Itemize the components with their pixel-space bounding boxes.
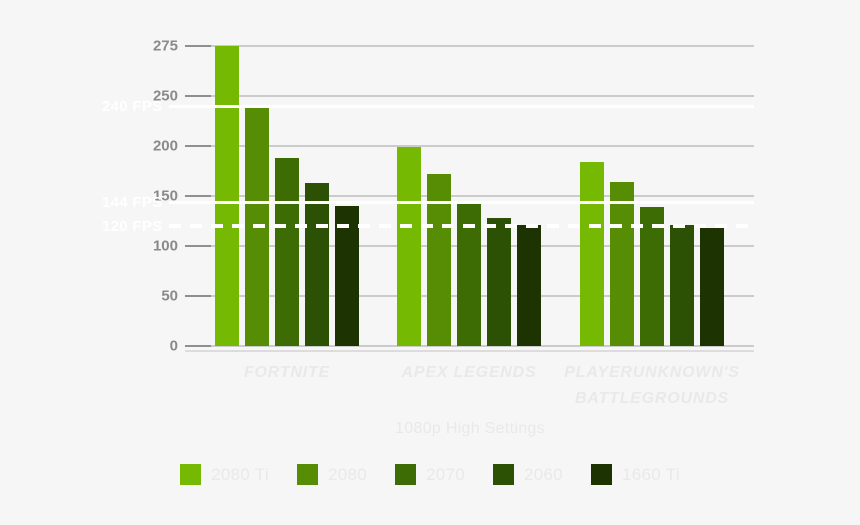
legend-label: 2060 — [524, 464, 564, 484]
gridline-0 — [185, 345, 754, 347]
legend-swatch — [296, 464, 318, 485]
bar-2070-playerunknown-s-battlegrounds — [640, 207, 664, 346]
legend-item-2070: 2070 — [394, 464, 466, 485]
refline-120-fps: 120 FPS — [102, 217, 754, 235]
gridline-150 — [185, 195, 754, 197]
tick-mark — [185, 45, 211, 47]
refline-line — [169, 224, 754, 228]
legend-item-2080: 2080 — [296, 464, 367, 485]
y-tick-label-250: 250 — [152, 87, 178, 105]
legend-label: 2070 — [425, 464, 466, 484]
bar-1660-ti-fortnite — [335, 206, 359, 346]
category-label-playerunknown-s-battlegrounds: PLAYERUNKNOWN'S BATTLEGROUNDS — [564, 364, 740, 407]
tick-mark — [185, 295, 211, 297]
chart-subtitle: 1080p High Settings — [395, 420, 545, 437]
y-tick-label-275: 275 — [152, 37, 178, 55]
legend-swatch — [591, 464, 613, 485]
refline-label: 144 FPS — [102, 193, 163, 211]
legend-item-2060: 2060 — [493, 464, 563, 485]
bar-2060-fortnite — [305, 183, 329, 346]
legend-label: 1660 Ti — [622, 464, 680, 484]
y-tick-label-0: 0 — [169, 337, 178, 355]
refline-line — [169, 104, 754, 108]
refline-240-fps: 240 FPS — [102, 97, 754, 115]
y-tick-label-50: 50 — [161, 287, 178, 305]
legend-item-1660-ti: 1660 Ti — [591, 464, 680, 485]
tick-mark — [185, 345, 211, 347]
y-tick-label-200: 200 — [152, 137, 178, 155]
bar-2070-fortnite — [275, 158, 299, 346]
bar-2080-ti-apex-legends — [397, 147, 421, 346]
gridline-200 — [185, 145, 754, 147]
legend-label: 2080 — [327, 464, 367, 484]
refline-line — [169, 200, 754, 204]
x-axis-line — [185, 350, 754, 352]
category-label-fortnite: FORTNITE — [243, 364, 331, 381]
plot-area — [185, 45, 754, 347]
bar-2060-apex-legends — [487, 218, 511, 346]
tick-mark — [185, 145, 211, 147]
tick-mark — [185, 95, 211, 97]
gridline-275 — [185, 45, 754, 47]
tick-mark — [185, 195, 211, 197]
bar-2080-ti-playerunknown-s-battlegrounds — [580, 162, 604, 346]
bar-2080-ti-fortnite — [215, 46, 239, 346]
tick-mark — [185, 245, 211, 247]
bar-2060-playerunknown-s-battlegrounds — [670, 225, 694, 346]
chart-legend: 2080 Ti 2080 2070 2060 1660 Ti — [0, 464, 860, 485]
legend-item-2080-ti: 2080 Ti — [180, 464, 269, 485]
bar-2080-playerunknown-s-battlegrounds — [610, 182, 634, 346]
bar-1660-ti-playerunknown-s-battlegrounds — [700, 228, 724, 346]
gridline-250 — [185, 95, 754, 97]
legend-label: 2080 Ti — [211, 464, 269, 484]
legend-swatch — [394, 464, 416, 485]
refline-label: 120 FPS — [102, 217, 163, 235]
refline-144-fps: 144 FPS — [102, 193, 754, 211]
legend-swatch — [493, 464, 515, 485]
bar-1660-ti-apex-legends — [517, 225, 541, 346]
refline-label: 240 FPS — [102, 97, 163, 115]
y-tick-label-150: 150 — [152, 187, 178, 205]
y-tick-label-100: 100 — [152, 237, 178, 255]
legend-swatch — [180, 464, 202, 485]
category-label-apex-legends: APEX LEGENDS — [401, 364, 537, 381]
